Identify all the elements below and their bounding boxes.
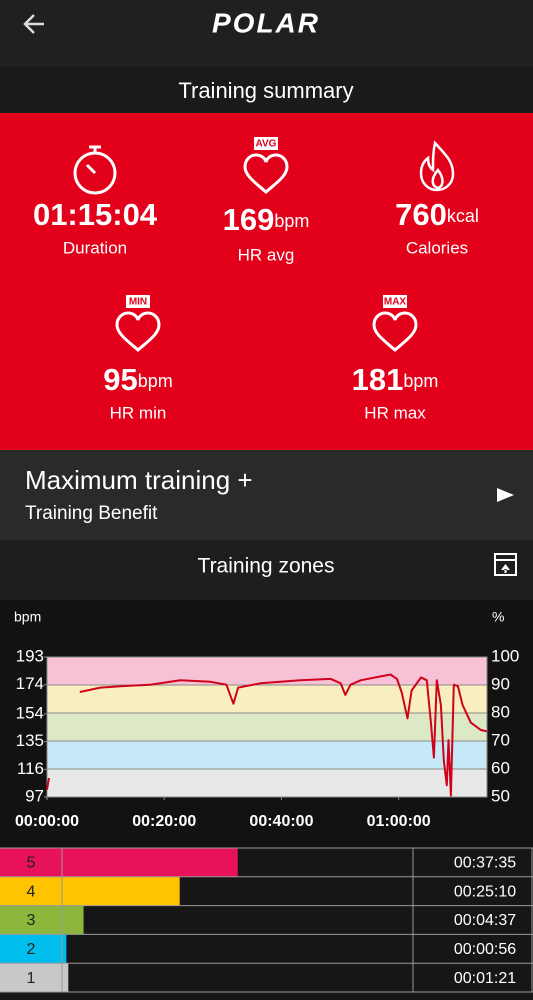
value: 760 <box>395 197 447 232</box>
unit: bpm <box>138 371 173 391</box>
zone-label: 2 <box>27 941 36 958</box>
y-tick-label: 97 <box>25 786 44 805</box>
back-button[interactable] <box>23 14 44 34</box>
y2-tick-label: 70 <box>491 730 510 749</box>
summary-header <box>0 67 533 113</box>
zone-band <box>47 713 487 741</box>
badge-label: AVG <box>256 139 277 150</box>
heart-icon <box>372 311 418 353</box>
summary-item: AVG 169bpm HR avg <box>223 137 310 264</box>
badge-label: MIN <box>129 297 147 308</box>
summary-title: Training summary <box>178 78 353 103</box>
summary-label: HR max <box>364 403 426 422</box>
benefit-panel[interactable] <box>0 450 533 540</box>
zone-label: 1 <box>27 970 36 987</box>
y-axis-label: bpm <box>14 609 41 625</box>
summary-item: MAX 181bpm HR max <box>352 295 439 422</box>
plot-border <box>46 656 488 798</box>
zone-time: 00:25:10 <box>454 883 516 900</box>
top-bar <box>0 0 533 67</box>
zones-header <box>0 540 533 600</box>
value: 181 <box>352 362 404 397</box>
zone-band <box>47 657 487 685</box>
zone-table: 5 00:37:35 4 00:25:10 3 00:04:37 2 00:00:56 1 00:… <box>0 847 533 993</box>
summary-panel <box>0 113 533 450</box>
zone-label: 4 <box>27 883 36 900</box>
unit: bpm <box>403 371 438 391</box>
zone-label: 5 <box>27 855 36 872</box>
summary-label: HR min <box>110 403 167 422</box>
summary-value: 01:15:04 <box>33 197 158 232</box>
y2-tick-label: 100 <box>491 646 519 665</box>
zone-band <box>47 685 487 713</box>
y2-tick-label: 90 <box>491 674 510 693</box>
zone-bar <box>62 848 238 877</box>
zone-band <box>47 741 487 769</box>
badge <box>254 137 278 150</box>
benefit-title: Maximum training + <box>25 465 253 495</box>
zone-time: 00:00:56 <box>454 941 516 958</box>
y-tick-label: 154 <box>16 703 44 722</box>
summary-label: HR avg <box>238 245 295 264</box>
zone-cell <box>0 848 62 877</box>
x-tick-label: 00:00:00 <box>15 813 79 830</box>
zone-time: 00:01:21 <box>454 970 516 987</box>
summary-value: 181bpm <box>352 362 439 397</box>
summary-label: Duration <box>63 238 127 257</box>
hr-line <box>46 673 487 797</box>
value: 01:15:04 <box>33 197 158 232</box>
summary-value: 95bpm <box>103 362 173 397</box>
y-tick-label: 174 <box>16 674 44 693</box>
y-tick-label: 116 <box>17 759 44 778</box>
zone-cell <box>0 934 62 964</box>
summary-item: 760kcal Calories <box>395 140 479 257</box>
y-tick-label: 135 <box>16 731 44 750</box>
y2-axis-label: % <box>492 609 504 625</box>
value: 169 <box>223 202 275 237</box>
y2-tick-label: 80 <box>491 702 510 721</box>
zones-title: Training zones <box>198 555 335 578</box>
hr-chart: bpm % 50 60 70 80 90 100 97 116 135 154 174 193 00:00:… <box>14 609 519 831</box>
flame-icon <box>419 140 455 192</box>
x-tick-label: 01:00:00 <box>367 813 431 830</box>
y-tick-label: 193 <box>16 646 44 665</box>
y2-tick-label: 50 <box>491 786 510 805</box>
heart-icon <box>115 311 161 353</box>
zone-time: 00:04:37 <box>454 912 516 929</box>
badge <box>126 295 150 308</box>
summary-item: 01:15:04 Duration <box>33 145 158 257</box>
zone-time: 00:37:35 <box>454 855 516 872</box>
zone-bar <box>62 876 180 906</box>
open-arrow[interactable] <box>497 488 514 502</box>
badge <box>383 295 407 308</box>
unit: bpm <box>274 211 309 231</box>
summary-label: Calories <box>406 238 468 257</box>
zones-icon[interactable] <box>494 553 517 576</box>
zone-cell <box>0 905 62 935</box>
stopwatch-icon <box>85 145 101 175</box>
zone-cell <box>0 876 62 906</box>
heart-icon <box>243 153 289 195</box>
x-tick-label: 00:20:00 <box>132 813 196 830</box>
zone-label: 3 <box>27 912 36 929</box>
badge-label: MAX <box>384 297 407 308</box>
zone-bar <box>62 905 84 935</box>
value: 95 <box>103 362 137 397</box>
unit: kcal <box>447 206 479 226</box>
summary-value: 169bpm <box>223 202 310 237</box>
summary-item: MIN 95bpm HR min <box>103 295 173 422</box>
zone-bar <box>62 934 67 964</box>
x-tick-label: 00:40:00 <box>249 813 313 830</box>
zone-band <box>47 769 487 797</box>
zone-bar <box>62 963 69 992</box>
y2-tick-label: 60 <box>491 758 510 777</box>
logo: POLAR <box>212 7 320 38</box>
benefit-subtitle: Training Benefit <box>25 503 158 524</box>
zone-cell <box>0 963 62 992</box>
summary-value: 760kcal <box>395 197 479 232</box>
